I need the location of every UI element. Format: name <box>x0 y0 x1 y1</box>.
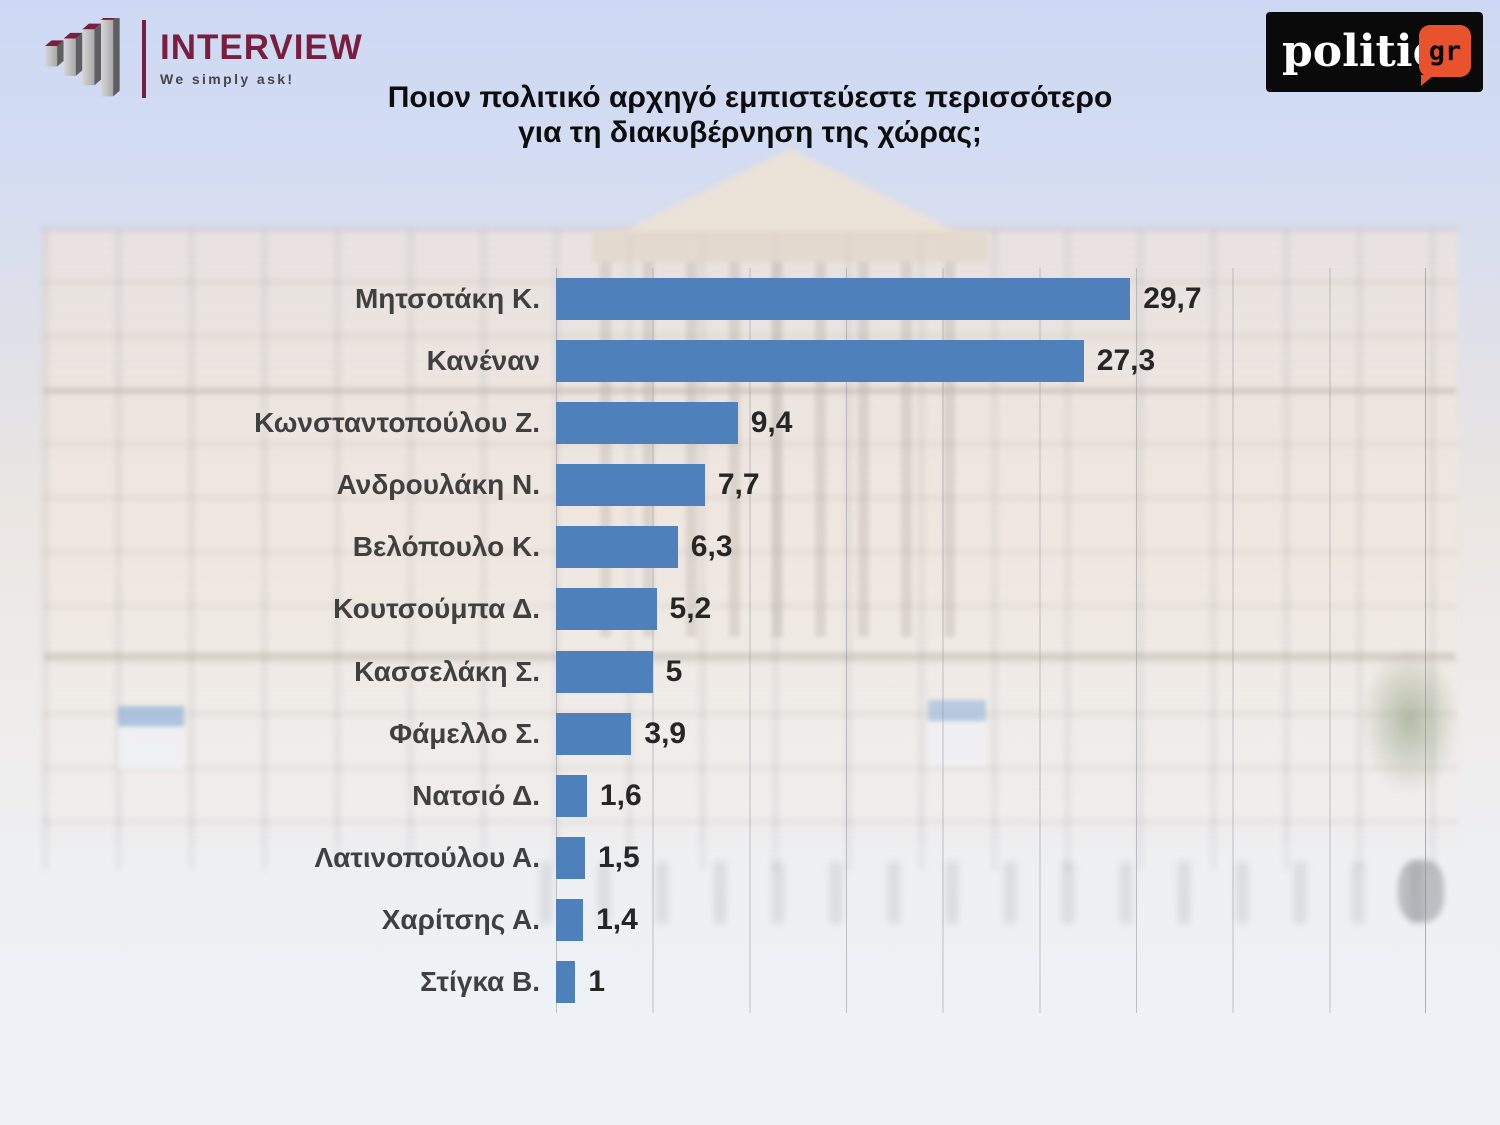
bar <box>556 650 653 693</box>
bar-chart-plot-area: 29,7 27,3 9,4 7,7 6,3 5,2 5 3,9 1,6 1,5 1,4 1 <box>556 268 1426 1013</box>
value-label: 3,9 <box>644 716 687 750</box>
value-label: 29,7 <box>1143 282 1202 316</box>
background-entablature <box>592 232 988 262</box>
bar-row: 9,4 <box>556 392 1426 454</box>
value-label: 1,5 <box>598 840 640 874</box>
category-label: Μητσοτάκη Κ. <box>354 283 540 315</box>
bar <box>556 898 584 941</box>
bar-row: 1,4 <box>556 889 1426 951</box>
politicgr-logo: politic gr <box>1266 12 1483 92</box>
chart-title-line1: Ποιον πολιτικό αρχηγό εμπιστεύεστε περισ… <box>387 81 1113 114</box>
category-label: Λατινοπούλου Α. <box>314 841 541 873</box>
gr-badge-text: gr <box>1428 35 1462 67</box>
bar <box>556 712 632 755</box>
interview-tagline: We simply ask! <box>160 71 295 87</box>
bar <box>556 836 585 879</box>
chart-title-line2: για τη διακυβέρνηση της χώρας; <box>518 116 982 150</box>
bar-row: 29,7 <box>556 268 1426 330</box>
interview-brand-text: INTERVIEW <box>160 28 363 67</box>
category-label: Στίγκα Β. <box>420 965 540 997</box>
category-label: Νατσιό Δ. <box>412 779 540 811</box>
bar-row: 5,2 <box>556 578 1426 640</box>
gridlines <box>556 268 1426 1013</box>
category-label: Βελόπουλο Κ. <box>352 531 540 563</box>
bar <box>556 402 738 445</box>
bar-row: 1 <box>556 951 1426 1013</box>
value-label: 1 <box>588 964 606 998</box>
bar-row: 27,3 <box>556 330 1426 392</box>
category-label-column: Μητσοτάκη Κ. Κανέναν Κωνσταντοπούλου Ζ. Ανδ… <box>0 268 540 1013</box>
chart-title: Ποιον πολιτικό αρχηγό εμπιστεύεστε περισ… <box>185 80 1315 150</box>
value-label: 1,6 <box>599 778 642 812</box>
category-label: Κασσελάκη Σ. <box>354 655 540 687</box>
category-label: Ανδρουλάκη Ν. <box>336 469 540 501</box>
logo-divider <box>142 20 146 98</box>
category-label: Κανέναν <box>426 345 540 377</box>
bar-rows: 29,7 27,3 9,4 7,7 6,3 5,2 5 3,9 1,6 1,5 1,4 1 <box>556 268 1426 1013</box>
bar-row: 3,9 <box>556 703 1426 765</box>
value-label: 6,3 <box>690 530 733 564</box>
background-pediment <box>618 148 962 234</box>
value-label: 5,2 <box>669 592 712 626</box>
value-label: 5 <box>665 654 683 688</box>
bar <box>556 526 678 569</box>
value-label: 27,3 <box>1096 344 1156 378</box>
bar <box>556 774 587 817</box>
value-label: 1,4 <box>596 902 638 936</box>
interview-logo: INTERVIEW We simply ask! <box>44 16 363 102</box>
gr-badge: gr <box>1419 25 1471 86</box>
bar <box>556 588 657 631</box>
category-label: Φάμελλο Σ. <box>389 717 540 749</box>
bar-chart-3d-icon <box>45 18 120 97</box>
category-label: Χαρίτσης Α. <box>381 903 540 935</box>
bar-row: 5 <box>556 640 1426 702</box>
bar-row: 1,5 <box>556 827 1426 889</box>
value-label: 7,7 <box>717 468 760 502</box>
bar <box>556 340 1084 383</box>
value-label: 9,4 <box>750 406 793 440</box>
politic-brand-text: politic <box>1282 26 1440 77</box>
bar-row: 6,3 <box>556 516 1426 578</box>
bar <box>556 278 1131 321</box>
bar <box>556 960 576 1003</box>
category-label: Κουτσούμπα Δ. <box>333 593 540 625</box>
category-label: Κωνσταντοπούλου Ζ. <box>254 407 540 439</box>
bar <box>556 464 705 507</box>
bar-row: 7,7 <box>556 454 1426 516</box>
bar-row: 1,6 <box>556 765 1426 827</box>
